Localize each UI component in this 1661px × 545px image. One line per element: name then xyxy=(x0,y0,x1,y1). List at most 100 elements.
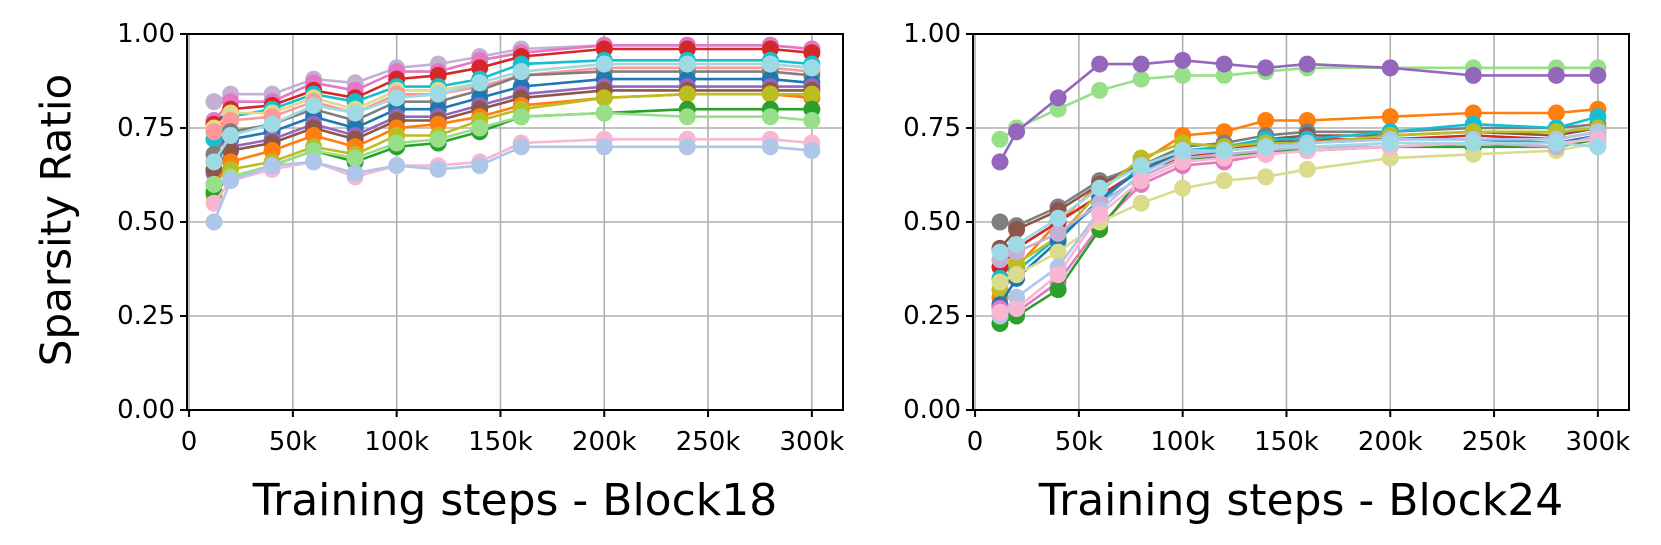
data-point xyxy=(205,153,223,171)
data-point xyxy=(1008,266,1026,284)
data-point xyxy=(429,160,447,178)
data-point xyxy=(761,108,779,126)
data-point xyxy=(1174,66,1192,84)
x-tick-label: 0 xyxy=(181,427,198,457)
data-point xyxy=(991,303,1009,321)
x-axis-title-block24: Training steps - Block24 xyxy=(1038,475,1564,526)
data-point xyxy=(1257,111,1275,129)
data-point xyxy=(1381,59,1399,77)
data-point xyxy=(1215,172,1233,190)
x-tick-label: 300k xyxy=(1566,427,1631,457)
y-tick-label: 0.25 xyxy=(117,301,175,331)
data-point xyxy=(678,85,696,103)
data-point xyxy=(1008,123,1026,141)
data-point xyxy=(429,130,447,148)
data-point xyxy=(595,89,613,107)
data-point xyxy=(429,85,447,103)
data-point xyxy=(1132,70,1150,88)
data-point xyxy=(346,164,364,182)
x-tick-label: 150k xyxy=(468,427,533,457)
data-point xyxy=(471,119,489,137)
data-point xyxy=(991,130,1009,148)
data-point xyxy=(512,138,530,156)
data-point xyxy=(1174,179,1192,197)
data-point xyxy=(1174,51,1192,69)
y-tick-label: 0.00 xyxy=(903,395,961,425)
data-point xyxy=(305,96,323,114)
data-point xyxy=(991,243,1009,261)
data-point xyxy=(1298,160,1316,178)
data-point xyxy=(991,273,1009,291)
data-point xyxy=(991,213,1009,231)
data-point xyxy=(222,127,240,145)
data-point xyxy=(1049,266,1067,284)
x-tick-label: 250k xyxy=(1462,427,1527,457)
x-tick-label: 50k xyxy=(1055,427,1103,457)
data-point xyxy=(803,111,821,129)
data-point xyxy=(1464,134,1482,152)
series-block18 xyxy=(205,36,821,231)
x-tick-label: 150k xyxy=(1254,427,1319,457)
data-point xyxy=(1298,55,1316,73)
data-point xyxy=(1049,243,1067,261)
data-point xyxy=(388,89,406,107)
y-tick-label: 0.75 xyxy=(117,113,175,143)
data-point xyxy=(1257,138,1275,156)
data-point xyxy=(761,138,779,156)
data-point xyxy=(263,115,281,133)
series-head-17 xyxy=(205,55,821,171)
data-point xyxy=(346,104,364,122)
data-point xyxy=(1547,104,1565,122)
data-point xyxy=(1257,168,1275,186)
y-tick-label: 0.00 xyxy=(117,395,175,425)
data-point xyxy=(595,138,613,156)
data-point xyxy=(678,55,696,73)
data-point xyxy=(1049,224,1067,242)
data-point xyxy=(1049,281,1067,299)
data-point xyxy=(1215,142,1233,160)
data-point xyxy=(803,85,821,103)
x-tick-label: 50k xyxy=(269,427,317,457)
data-point xyxy=(1547,66,1565,84)
data-point xyxy=(678,108,696,126)
data-point xyxy=(1589,66,1607,84)
y-tick-label: 1.00 xyxy=(117,19,175,49)
data-point xyxy=(1464,66,1482,84)
data-point xyxy=(1215,55,1233,73)
data-point xyxy=(1008,236,1026,254)
ticks-block18: 0 50k 100k 150k 200k 250k 300k 0.00 0.25 0.50 0.75… xyxy=(117,19,844,457)
series-block24 xyxy=(991,51,1607,333)
data-point xyxy=(761,85,779,103)
data-point xyxy=(1008,221,1026,239)
data-point xyxy=(512,63,530,81)
data-point xyxy=(471,74,489,92)
data-point xyxy=(761,55,779,73)
data-point xyxy=(1008,299,1026,317)
x-tick-label: 0 xyxy=(967,427,984,457)
series-head-16 xyxy=(991,134,1607,261)
panel-block18: 0 50k 100k 150k 200k 250k 300k 0.00 0.25 0.50 0.75… xyxy=(117,19,844,526)
x-tick-label: 300k xyxy=(780,427,845,457)
data-point xyxy=(1091,179,1109,197)
data-point xyxy=(1174,142,1192,160)
panel-block24: 0 50k 100k 150k 200k 250k 300k 0.00 0.25 0.50 0.75… xyxy=(903,19,1630,526)
y-tick-label: 0.50 xyxy=(903,207,961,237)
data-point xyxy=(305,153,323,171)
x-tick-label: 100k xyxy=(364,427,429,457)
data-point xyxy=(263,157,281,175)
data-point xyxy=(1049,209,1067,227)
x-tick-label: 250k xyxy=(676,427,741,457)
data-point xyxy=(1091,205,1109,223)
data-point xyxy=(803,142,821,160)
series-head-2 xyxy=(991,51,1607,171)
data-point xyxy=(1589,138,1607,156)
data-point xyxy=(1298,138,1316,156)
data-point xyxy=(388,134,406,152)
y-tick-label: 1.00 xyxy=(903,19,961,49)
data-point xyxy=(1091,81,1109,99)
x-tick-label: 100k xyxy=(1150,427,1215,457)
data-point xyxy=(678,138,696,156)
data-point xyxy=(1091,55,1109,73)
series-head-16 xyxy=(205,138,821,231)
